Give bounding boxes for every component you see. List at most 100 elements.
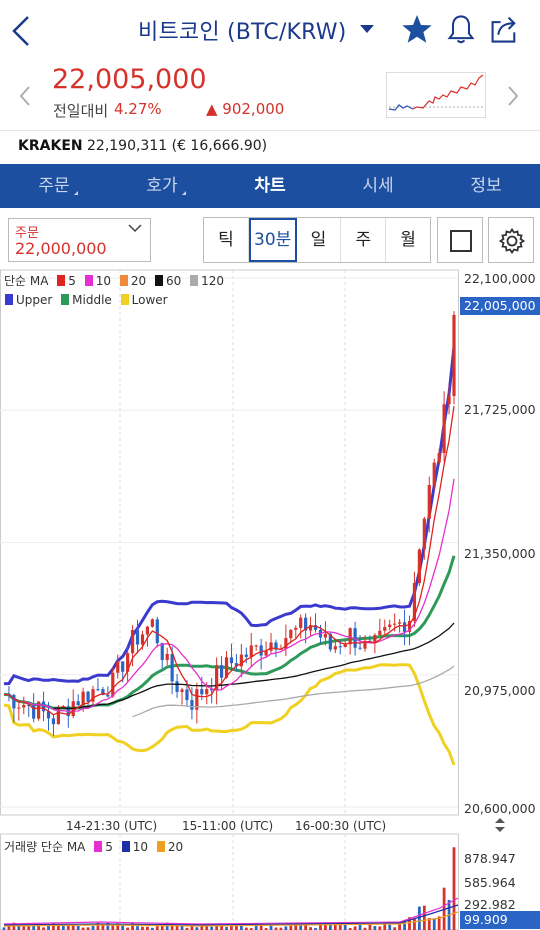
candle-body	[259, 645, 263, 656]
settings-button[interactable]	[488, 217, 534, 263]
candle-body	[383, 627, 387, 631]
volume-bar	[66, 925, 70, 930]
y-tick-label: 21,725,000	[464, 402, 536, 417]
volume-frame	[0, 833, 459, 930]
page-title[interactable]: 비트코인 (BTC/KRW)	[138, 20, 347, 45]
candle-body	[313, 625, 318, 630]
candle-body	[61, 706, 65, 708]
period-30min[interactable]: 30분	[248, 218, 297, 262]
tab-chart[interactable]: 차트	[254, 176, 286, 196]
volume-bar	[131, 923, 134, 930]
upper-swatch	[5, 294, 13, 305]
volume-bar	[324, 922, 327, 930]
candle-body	[373, 634, 377, 643]
volume-bar	[160, 926, 164, 930]
order-select-label: 주문	[15, 226, 39, 241]
period-day[interactable]: 일	[297, 218, 342, 262]
volume-bar	[22, 926, 26, 930]
volume-bar	[141, 926, 144, 930]
ma-60-line	[53, 622, 455, 710]
volume-bar	[319, 923, 322, 930]
candle-body	[299, 617, 303, 628]
ma-10-label: 10	[95, 274, 112, 288]
period-tick[interactable]: 틱	[204, 218, 249, 262]
volume-bar	[413, 918, 416, 930]
volume-bar	[294, 924, 298, 930]
candle-body	[427, 485, 431, 519]
order-price-select[interactable]: 주문 22,000,000	[8, 218, 151, 262]
candle-body	[289, 629, 293, 639]
current-price: 22,005,000	[52, 64, 207, 95]
share-icon[interactable]	[489, 13, 519, 45]
ma-60-swatch	[154, 275, 163, 286]
chevron-down-icon	[128, 224, 142, 233]
volume-bar	[220, 924, 223, 930]
volume-bar	[126, 927, 130, 930]
next-coin-icon[interactable]	[506, 84, 520, 108]
candle-body	[17, 707, 21, 709]
candle-body	[96, 689, 100, 691]
candle-body	[407, 620, 412, 632]
volume-bar	[42, 927, 45, 930]
candle-body	[121, 661, 125, 672]
x-tick-label: 14-21:30 (UTC)	[66, 819, 158, 833]
prev-coin-icon[interactable]	[18, 84, 32, 108]
square-icon	[450, 230, 472, 252]
bell-icon[interactable]	[447, 13, 475, 45]
volume-bar	[61, 925, 65, 930]
period-week[interactable]: 주	[341, 218, 387, 262]
tab-orderbook[interactable]: 호가	[108, 164, 216, 208]
vol-ma-20-swatch	[156, 841, 165, 852]
candle-body	[126, 653, 130, 672]
volume-bar	[52, 923, 55, 930]
candle-body	[215, 665, 219, 691]
candle-body	[343, 644, 347, 648]
caret-down-icon[interactable]	[360, 25, 374, 35]
candle-body	[12, 694, 16, 709]
candle-body	[37, 701, 41, 719]
tab-order[interactable]: 주문	[0, 164, 108, 208]
price-chart[interactable]	[0, 268, 540, 930]
volume-bar	[348, 928, 352, 930]
volume-bar	[338, 924, 342, 930]
volume-bar	[56, 923, 60, 930]
change-percent: 4.27%	[114, 100, 162, 118]
fullscreen-button[interactable]	[437, 217, 483, 263]
candle-body	[264, 650, 268, 656]
vol-ma-10-swatch	[121, 841, 130, 852]
tab-info[interactable]: 정보	[470, 176, 502, 196]
candle-body	[338, 646, 342, 648]
volume-bar	[363, 927, 367, 930]
ma-20-label: 20	[130, 274, 147, 288]
volume-bar	[427, 918, 431, 930]
mini-price-chart[interactable]	[386, 72, 486, 118]
volume-bar	[274, 927, 278, 930]
volume-bar	[205, 926, 209, 930]
candle-body	[150, 619, 154, 627]
volume-bar	[150, 927, 154, 930]
candle-body	[323, 633, 328, 638]
volume-bar	[284, 926, 288, 930]
candle-body	[249, 645, 253, 657]
resize-handle-icon[interactable]	[494, 817, 506, 833]
candle-body	[363, 640, 367, 649]
period-month[interactable]: 월	[400, 230, 416, 250]
y-tick-label: 22,100,000	[464, 271, 536, 286]
y-tick-label: 20,600,000	[464, 801, 536, 816]
back-icon[interactable]	[10, 14, 32, 48]
volume-bar	[343, 922, 347, 930]
vol-ma-10-label: 10	[132, 840, 148, 854]
tab-market[interactable]: 시세	[362, 176, 394, 196]
volume-bar	[116, 923, 120, 930]
volume-bar	[2, 927, 6, 930]
volume-bar	[81, 927, 85, 930]
candle-body	[333, 646, 337, 650]
star-icon[interactable]	[401, 13, 433, 45]
volume-bar	[393, 927, 397, 930]
ma-120-label: 120	[201, 274, 224, 288]
bollinger-legend: Upper Middle Lower	[0, 293, 168, 307]
volume-bar	[37, 924, 41, 930]
volume-bar	[264, 928, 268, 930]
volume-bar	[279, 927, 283, 930]
candle-body	[180, 689, 184, 692]
